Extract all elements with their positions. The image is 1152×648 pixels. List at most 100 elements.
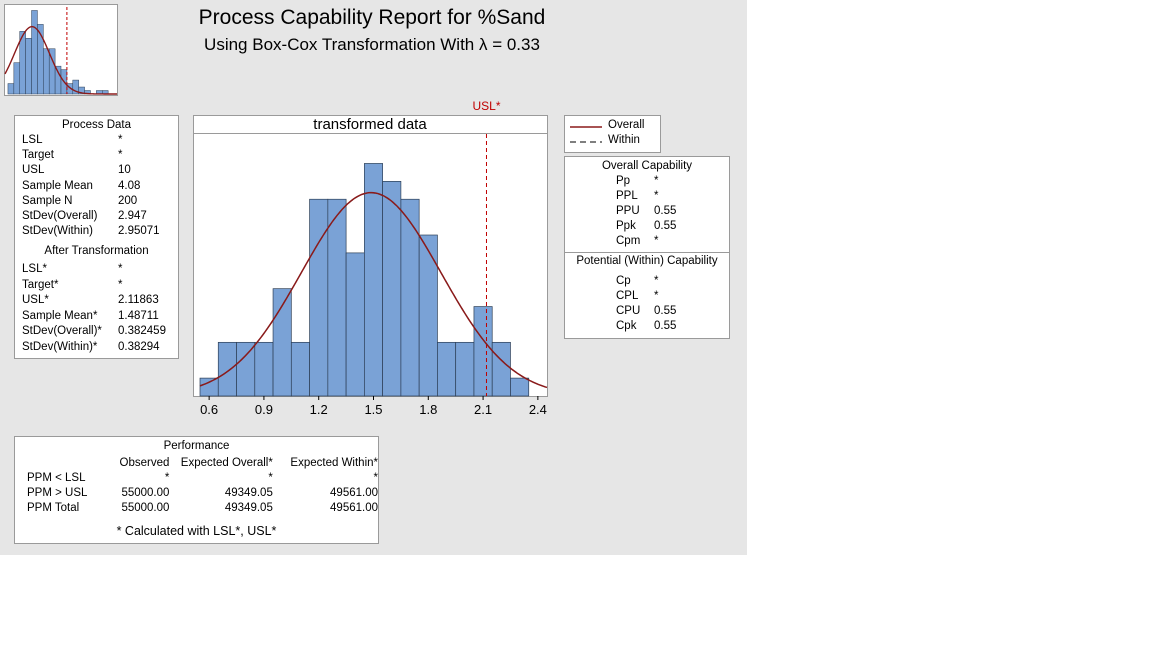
x-tick-label: 1.2 bbox=[310, 402, 328, 417]
performance-header-row: Observed Expected Overall* Expected Within… bbox=[27, 455, 378, 470]
x-tick-label: 1.8 bbox=[419, 402, 437, 417]
within-capability-title: Potential (Within) Capability bbox=[576, 255, 718, 267]
process-data-value: 200 bbox=[118, 194, 138, 207]
process-data-value: 2.947 bbox=[118, 210, 147, 222]
report-title: Process Capability Report for %Sand bbox=[198, 6, 546, 29]
histogram-bar bbox=[309, 198, 329, 397]
performance-cell: * bbox=[268, 471, 273, 484]
overall-fit-curve bbox=[199, 191, 548, 389]
performance-cell: Observed bbox=[119, 456, 170, 469]
chart-title: transformed data bbox=[313, 116, 427, 133]
histogram-bar bbox=[254, 341, 274, 397]
thumbnail-fit-curve bbox=[4, 25, 117, 95]
performance-row: PPM > USL 55000.00 49349.05 49561.00 bbox=[27, 485, 378, 500]
within-capability-value: 0.55 bbox=[654, 320, 677, 332]
histogram-bar bbox=[510, 377, 530, 397]
after-transformation-label: USL* bbox=[22, 294, 49, 307]
performance-row-label: PPM > USL bbox=[27, 486, 88, 499]
after-transformation-value: 0.38294 bbox=[118, 341, 160, 353]
after-transformation-label: Target* bbox=[22, 278, 59, 291]
after-transformation-title: After Transformation bbox=[44, 245, 149, 257]
thumbnail-bar bbox=[43, 48, 50, 95]
performance-title: Performance bbox=[163, 440, 230, 452]
after-transformation-label: StDev(Within)* bbox=[22, 341, 98, 353]
performance-cell: * bbox=[164, 471, 170, 484]
report-subtitle: Using Box-Cox Transformation With λ = 0.… bbox=[204, 35, 540, 54]
overall-capability-value: * bbox=[654, 175, 659, 187]
histogram-bar bbox=[364, 163, 383, 397]
x-tick-label: 1.5 bbox=[364, 402, 382, 417]
histogram-bar bbox=[400, 198, 420, 397]
x-tick-label: 2.1 bbox=[474, 402, 492, 417]
histogram-bar bbox=[418, 234, 438, 397]
performance-cell: 55000.00 bbox=[121, 501, 170, 514]
histogram-bar bbox=[217, 341, 237, 397]
after-transformation-value: * bbox=[118, 263, 123, 275]
process-data-title: Process Data bbox=[61, 119, 132, 131]
within-capability-value: 0.55 bbox=[654, 305, 677, 317]
after-transformation-value: 2.11863 bbox=[118, 294, 159, 307]
process-data-panel: Process Data LSL * Target * USL 10 Sample Mean… bbox=[14, 115, 179, 359]
x-tick-label: 0.6 bbox=[200, 402, 218, 417]
performance-cell: 49561.00 bbox=[330, 501, 378, 514]
process-data-value: 10 bbox=[118, 164, 131, 177]
usl-label: USL* bbox=[472, 99, 500, 113]
overall-capability-label: PPL bbox=[616, 190, 638, 202]
process-data-value: 4.08 bbox=[118, 179, 141, 192]
histogram-bar bbox=[455, 341, 475, 397]
performance-row: PPM Total 55000.00 49349.05 49561.00 bbox=[27, 500, 378, 515]
histogram-bar bbox=[473, 306, 493, 397]
overall-capability-label: Pp bbox=[616, 175, 631, 187]
x-tick-label: 0.9 bbox=[255, 402, 273, 417]
performance-cell: 49349.05 bbox=[224, 501, 273, 514]
legend: Overall Within bbox=[564, 115, 661, 153]
within-capability-label: CPU bbox=[616, 305, 641, 317]
performance-row: PPM < LSL * * * bbox=[27, 470, 378, 485]
thumbnail-bar bbox=[54, 65, 62, 95]
performance-cell: * bbox=[373, 471, 378, 484]
thumbnail-bar bbox=[31, 10, 38, 95]
overall-capability-value: * bbox=[654, 235, 659, 247]
process-data-label: Sample N bbox=[22, 194, 73, 207]
performance-row-label: PPM Total bbox=[27, 501, 80, 514]
performance-cell: Expected Within* bbox=[290, 456, 378, 469]
overall-capability-value: 0.55 bbox=[654, 205, 677, 217]
performance-row-label bbox=[27, 455, 100, 470]
legend-swatches bbox=[570, 126, 602, 143]
within-capability-value: * bbox=[654, 275, 659, 287]
performance-table: Observed Expected Overall* Expected Within… bbox=[27, 455, 378, 515]
histogram-bar bbox=[382, 181, 402, 397]
process-data-label: LSL bbox=[22, 134, 43, 146]
performance-row-label: PPM < LSL bbox=[27, 471, 86, 484]
process-data-value: 2.95071 bbox=[118, 225, 160, 238]
overall-capability-value: * bbox=[654, 190, 659, 202]
capability-divider bbox=[565, 252, 729, 253]
overall-capability-label: PPU bbox=[616, 205, 640, 217]
process-data-label: Target bbox=[22, 149, 54, 162]
performance-panel: Performance Observed Expected Overall* Exp… bbox=[14, 436, 379, 544]
after-transformation-value: 0.382459 bbox=[118, 325, 166, 338]
legend-overall-label: Overall bbox=[608, 119, 645, 131]
overall-capability-title: Overall Capability bbox=[601, 160, 693, 172]
transformed-data-histogram: USL* transformed data 0.6 0.9 1.2 1.5 1.8 2.1… bbox=[193, 99, 548, 417]
after-transformation-label: Sample Mean* bbox=[22, 309, 98, 322]
capability-report: Process Capability Report for %Sand Usin… bbox=[0, 0, 747, 555]
capability-panel: Overall Capability Pp * PPL * PPU 0.55 Ppk 0.55… bbox=[564, 156, 730, 339]
after-transformation-label: StDev(Overall)* bbox=[22, 325, 102, 338]
process-data-label: USL bbox=[22, 164, 45, 177]
histogram-bar bbox=[327, 198, 347, 397]
histogram-bar bbox=[491, 341, 511, 397]
after-transformation-value: * bbox=[118, 278, 123, 291]
performance-footnote: * Calculated with LSL*, USL* bbox=[116, 524, 277, 538]
process-data-label: StDev(Overall) bbox=[22, 210, 98, 222]
overall-capability-label: Cpm bbox=[616, 235, 641, 247]
performance-cell: 55000.00 bbox=[121, 486, 170, 499]
performance-cell: Expected Overall* bbox=[180, 456, 273, 469]
thumbnail-bar bbox=[25, 38, 32, 95]
original-data-thumbnail bbox=[4, 4, 118, 96]
thumbnail-bar bbox=[13, 62, 20, 95]
thumbnail-bar bbox=[7, 83, 15, 95]
within-capability-value: * bbox=[654, 290, 659, 302]
histogram-bar bbox=[345, 252, 365, 397]
after-transformation-label: LSL* bbox=[22, 263, 47, 275]
